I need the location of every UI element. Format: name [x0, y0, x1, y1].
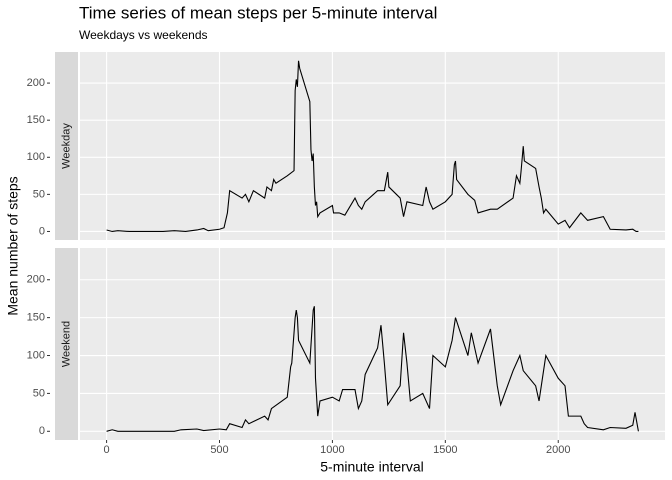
facet-strip [55, 52, 78, 240]
data-line [106, 306, 639, 432]
y-tick-label: 200 [27, 274, 45, 286]
y-tick-label: 150 [27, 312, 45, 324]
x-tick-label: 0 [104, 444, 110, 456]
y-tick-label: 100 [27, 151, 45, 163]
x-axis-label: 5-minute interval [320, 459, 424, 475]
chart-title: Time series of mean steps per 5-minute i… [79, 3, 437, 22]
facet-label: Weekend [60, 321, 72, 367]
y-tick-label: 50 [33, 188, 45, 200]
y-tick-label: 100 [27, 349, 45, 361]
y-axis-label: Mean number of steps [5, 176, 21, 315]
y-tick-label: 150 [27, 114, 45, 126]
x-tick-label: 1000 [320, 444, 344, 456]
y-tick-label: 0 [39, 225, 45, 237]
panel-background [80, 248, 665, 440]
facet-label: Weekday [60, 123, 72, 169]
x-tick-label: 1500 [433, 444, 457, 456]
y-tick-label: 50 [33, 387, 45, 399]
x-tick-label: 500 [210, 444, 228, 456]
panel-background [80, 52, 665, 240]
y-tick-label: 0 [39, 425, 45, 437]
y-tick-label: 200 [27, 77, 45, 89]
facet-strip [55, 248, 78, 440]
data-line [106, 60, 639, 233]
x-tick-label: 2000 [546, 444, 570, 456]
chart-subtitle: Weekdays vs weekends [79, 28, 208, 42]
